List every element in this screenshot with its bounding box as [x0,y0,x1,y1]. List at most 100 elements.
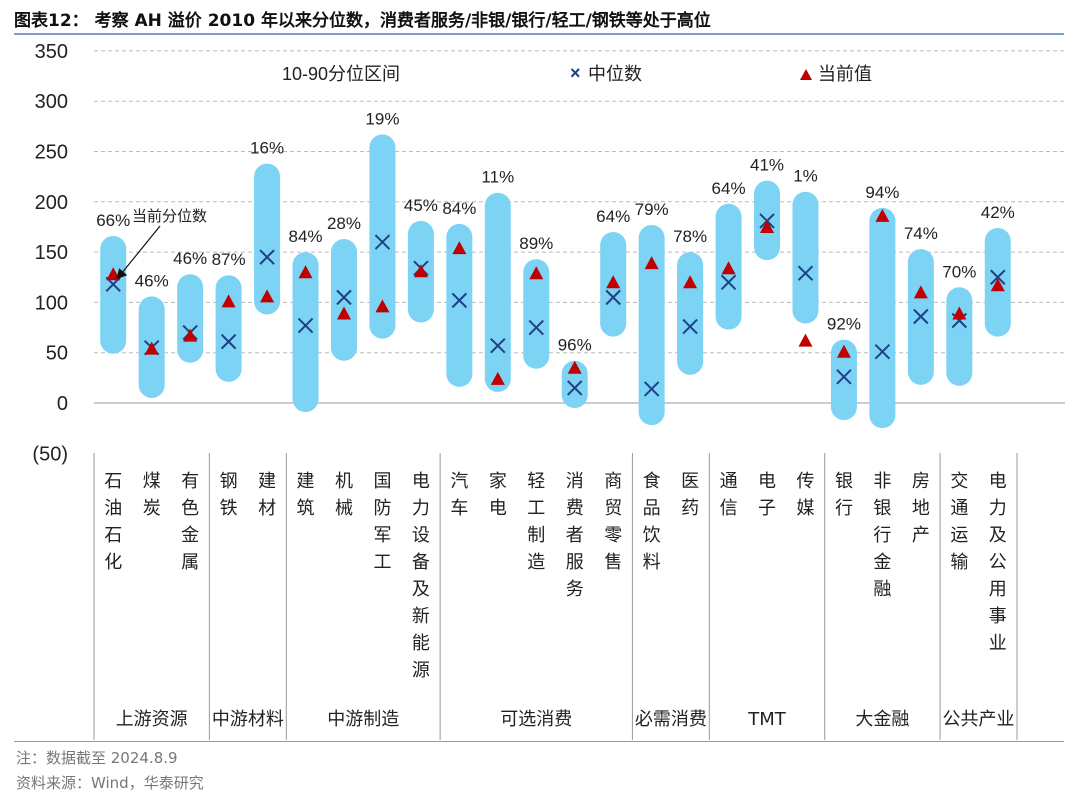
category-label-char: 建 [297,471,315,492]
median-marker [374,234,391,250]
percentile-label: 42% [981,203,1015,222]
category-label-char: 色 [181,498,199,519]
category-label-char: 服 [566,552,584,573]
percentile-label: 1% [793,167,818,186]
range-bar [792,191,819,324]
range-bar [177,274,204,363]
category-label-char: 媒 [796,498,814,519]
group-label: 中游材料 [212,709,284,730]
category-label-char: 造 [527,552,545,573]
category-label-char: 饮 [643,525,661,546]
range-bar [330,239,357,361]
current-marker [260,289,275,303]
median-marker [643,381,660,397]
range-bar [484,192,511,392]
percentile-label: 45% [404,196,438,215]
y-tick-label: 250 [35,142,68,164]
current-marker [413,264,428,278]
percentile-label: 64% [712,179,746,198]
current-marker [106,267,121,281]
category-label-char: 费 [566,498,584,519]
category-label-char: 机 [335,471,353,492]
median-marker [836,369,852,385]
current-marker [375,299,390,313]
range-bar [254,163,281,315]
category-label-char: 材 [258,498,276,519]
percentile-label: 87% [212,250,246,269]
percentile-label: 78% [673,227,707,246]
current-marker [529,266,544,280]
y-tick-label: 0 [57,393,68,415]
percentile-label: 64% [596,207,630,226]
legend-current: 当前值 [818,64,872,84]
percentile-label: 70% [942,262,976,281]
range-bar [446,223,473,387]
percentile-label: 41% [750,156,784,175]
group-label: 公共产业 [943,709,1015,730]
category-label-char: 筑 [297,498,315,519]
category-label-char: 贸 [604,498,622,519]
median-marker [605,289,621,306]
current-marker [606,275,621,289]
category-label-char: 通 [950,498,968,519]
note: 注：数据截至 2024.8.9 [16,749,178,767]
median-marker [259,249,275,265]
category-label-char: 钢 [220,471,238,492]
range-bar [869,207,896,429]
category-label-char: 医 [681,471,699,492]
current-marker [183,328,198,342]
median-marker [567,380,583,396]
current-marker [836,344,851,358]
percentile-label: 89% [519,234,553,253]
category-label-char: 家 [489,471,507,492]
category-label-char: 及 [989,525,1007,546]
range-bar [830,339,857,421]
category-label-char: 金 [181,525,199,546]
category-label-char: 务 [566,579,584,600]
category-label-char: 电 [758,471,776,492]
category-label-char: 能 [412,633,430,654]
median-marker [528,319,544,336]
range-bar [523,259,550,369]
category-label-char: 汽 [450,471,468,492]
group-label: 大金融 [855,709,909,730]
current-marker [452,241,467,255]
category-label-char: 电 [412,471,430,492]
category-label-char: 食 [643,471,661,492]
group-label: 上游资源 [116,709,188,730]
category-label-char: 国 [373,471,391,492]
current-marker [144,341,159,355]
category-label-char: 子 [758,498,776,519]
current-marker [990,278,1005,292]
median-marker [874,343,891,360]
group-label: TMT [747,709,787,730]
group-label: 可选消费 [500,709,572,730]
current-marker [952,306,967,320]
category-label-char: 有 [181,471,199,492]
group-label: 必需消费 [635,709,707,730]
category-label-char: 金 [873,552,891,573]
y-tick-label: 100 [35,292,68,314]
current-marker [721,261,736,275]
range-bar [638,224,665,426]
median-marker [990,269,1006,285]
category-label-char: 公 [989,552,1007,573]
category-label-char: 制 [527,525,545,546]
category-label-char: 化 [104,552,122,573]
category-label-char: 零 [604,525,622,546]
percentile-label: 74% [904,224,938,243]
category-label-char: 石 [104,525,122,546]
category-label-char: 者 [566,525,584,546]
category-label-char: 行 [835,498,853,519]
current-marker [221,294,236,308]
median-marker [682,318,698,335]
percentile-label: 96% [558,336,592,355]
current-marker [913,285,928,299]
category-label-char: 建 [258,471,276,492]
group-label: 中游制造 [327,709,399,730]
legend-median-marker: × [570,63,581,83]
annotation-arrow [118,225,161,277]
category-label-char: 通 [720,471,738,492]
percentile-label: 66% [96,211,130,230]
legend-current-marker [800,69,812,80]
